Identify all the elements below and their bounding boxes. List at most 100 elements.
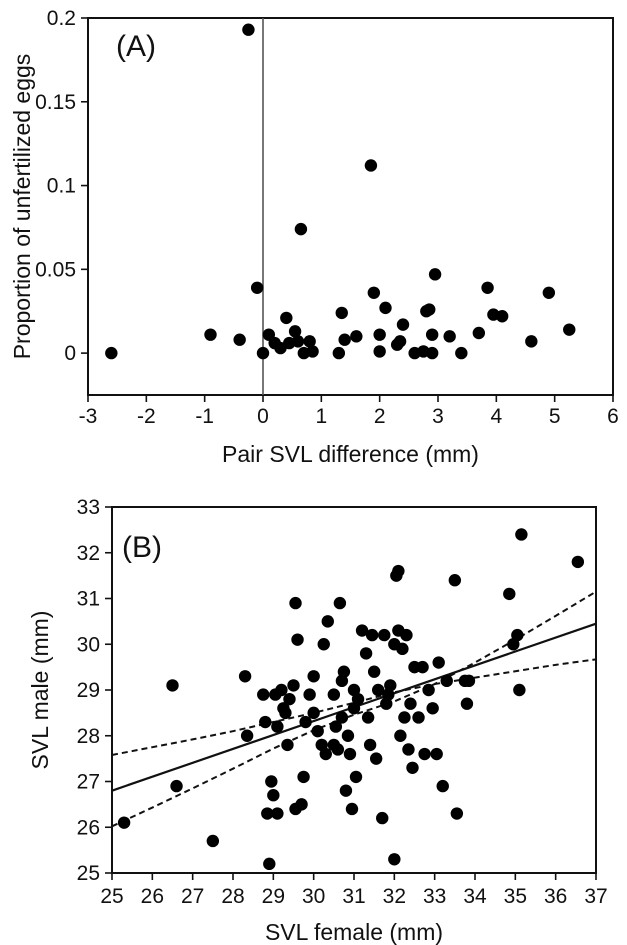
data-point (392, 564, 405, 578)
data-point (319, 747, 332, 761)
data-point (349, 770, 363, 784)
data-point (422, 683, 435, 697)
data-point (448, 574, 462, 587)
data-point (345, 802, 359, 816)
data-point (204, 328, 217, 341)
y-tick-label: 0.1 (47, 175, 76, 198)
x-tick-label: 2 (374, 405, 386, 428)
data-point (332, 346, 346, 360)
y-tick-label: 29 (77, 679, 100, 702)
x-tick-label: -2 (137, 405, 156, 428)
data-point (563, 323, 576, 336)
panel-label: (A) (116, 30, 156, 63)
data-point (542, 286, 556, 299)
data-point (259, 715, 272, 729)
data-point (306, 345, 319, 358)
data-point (359, 647, 373, 660)
data-point (460, 697, 474, 710)
x-tick-label: 1 (315, 405, 327, 428)
data-point (166, 679, 179, 692)
data-point (430, 747, 443, 761)
x-tick-label: 25 (100, 885, 123, 908)
confidence-band-line (111, 658, 597, 756)
data-point (299, 715, 312, 729)
data-point (373, 345, 386, 358)
data-point (303, 688, 316, 701)
data-point (425, 346, 439, 360)
x-axis-title: Pair SVL difference (mm) (222, 441, 479, 467)
data-point (367, 286, 381, 299)
y-axis-title: Proportion of unfertilized eggs (9, 54, 35, 360)
data-point (367, 665, 381, 678)
panel-a-scatter-plot: -3 -2 -1 0 1 2 3 4 5 6 0 0.05 0.1 0.15 0.2 Pair SVL dif… (9, 7, 619, 467)
data-point (416, 660, 429, 674)
data-point (335, 306, 348, 320)
x-tick-label: -1 (195, 405, 214, 428)
y-axis-title: SVL male (mm) (27, 611, 53, 770)
data-point (373, 328, 386, 341)
data-point (291, 335, 305, 348)
data-point (428, 268, 442, 281)
data-point (256, 346, 270, 360)
x-tick-label: 31 (342, 885, 365, 908)
data-point (406, 761, 419, 774)
data-point (263, 857, 276, 871)
x-tick-label: 30 (302, 885, 325, 908)
data-point (472, 326, 486, 340)
data-point (280, 311, 293, 325)
data-point (515, 528, 528, 541)
data-point (436, 779, 449, 793)
data-point (338, 333, 351, 346)
data-point (307, 706, 320, 720)
data-point (307, 670, 320, 683)
y-tick-label: 0.2 (47, 7, 76, 30)
data-point (291, 633, 304, 646)
data-point (337, 665, 351, 678)
data-point (303, 335, 316, 348)
x-tick-label: 28 (221, 885, 244, 908)
data-point (440, 674, 453, 688)
x-axis-title: SVL female (mm) (265, 919, 443, 945)
x-tick-label: 32 (383, 885, 406, 908)
data-point (267, 789, 280, 802)
x-tick-label: 33 (423, 885, 446, 908)
data-point (206, 834, 220, 848)
data-point (418, 747, 431, 761)
y-tick-label: 0 (64, 342, 76, 365)
data-point (283, 692, 296, 706)
data-point (311, 724, 324, 738)
y-tick-label: 25 (77, 862, 100, 885)
data-point (412, 711, 425, 724)
data-point (396, 642, 409, 656)
data-point (394, 729, 407, 742)
data-point (363, 738, 377, 752)
x-tick-label: -3 (79, 405, 98, 428)
data-point (242, 23, 255, 36)
data-point (402, 743, 415, 756)
data-point (513, 683, 526, 697)
x-tick-label: 27 (181, 885, 204, 908)
data-point (423, 303, 436, 316)
x-tick-label: 3 (432, 405, 444, 428)
data-point (400, 628, 413, 642)
data-point (450, 807, 464, 820)
y-tick-label: 32 (77, 542, 100, 565)
data-point (233, 333, 246, 346)
data-point (321, 615, 334, 628)
y-tick-label: 0.05 (35, 258, 76, 281)
y-tick-label: 26 (77, 816, 100, 839)
data-point (317, 638, 330, 651)
y-tick-label: 31 (77, 588, 100, 611)
data-point (335, 711, 349, 724)
data-point (365, 628, 379, 642)
data-point (331, 743, 345, 756)
x-tick-label: 5 (549, 405, 561, 428)
data-point (361, 711, 375, 724)
data-point (511, 628, 524, 642)
y-tick-label: 28 (77, 725, 100, 748)
data-point (265, 775, 278, 788)
data-point (351, 692, 365, 706)
data-point (327, 688, 341, 701)
data-point (240, 729, 254, 742)
